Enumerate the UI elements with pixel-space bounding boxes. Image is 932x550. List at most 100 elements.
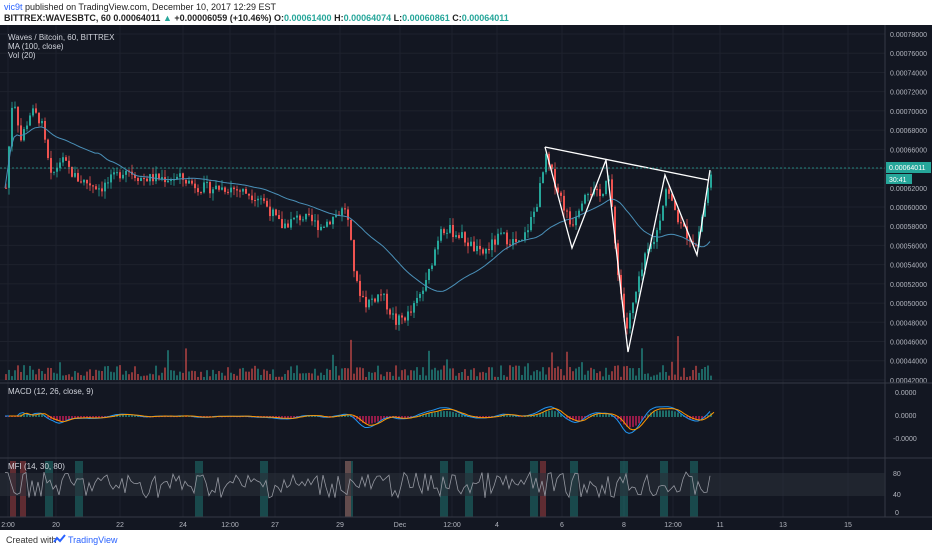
candle-body[interactable] bbox=[296, 215, 298, 218]
candle-body[interactable] bbox=[161, 177, 163, 180]
candle-body[interactable] bbox=[554, 168, 556, 188]
candle-body[interactable] bbox=[404, 317, 406, 321]
candle-body[interactable] bbox=[11, 107, 13, 147]
candle-body[interactable] bbox=[563, 195, 565, 211]
chart-area[interactable]: Waves / Bitcoin, 60, BITTREX MA (100, cl… bbox=[0, 25, 932, 530]
candle-body[interactable] bbox=[461, 232, 463, 239]
candle-body[interactable] bbox=[245, 188, 247, 194]
candle-body[interactable] bbox=[467, 242, 469, 247]
candle-body[interactable] bbox=[587, 194, 589, 196]
candle-body[interactable] bbox=[272, 209, 274, 217]
candle-body[interactable] bbox=[62, 157, 64, 163]
candle-body[interactable] bbox=[371, 298, 373, 300]
candle-body[interactable] bbox=[584, 194, 586, 204]
candle-body[interactable] bbox=[503, 232, 505, 234]
candle-body[interactable] bbox=[464, 232, 466, 243]
candle-body[interactable] bbox=[281, 219, 283, 229]
candle-body[interactable] bbox=[542, 172, 544, 184]
candle-body[interactable] bbox=[209, 182, 211, 194]
candle-body[interactable] bbox=[518, 240, 520, 242]
author-link[interactable]: vic9t bbox=[4, 2, 23, 12]
candle-body[interactable] bbox=[452, 224, 454, 238]
candle-body[interactable] bbox=[656, 230, 658, 242]
candle-body[interactable] bbox=[41, 121, 43, 124]
candle-body[interactable] bbox=[53, 171, 55, 173]
candle-body[interactable] bbox=[59, 162, 61, 168]
candle-body[interactable] bbox=[299, 215, 301, 221]
candle-body[interactable] bbox=[260, 198, 262, 200]
candle-body[interactable] bbox=[533, 211, 535, 217]
candle-body[interactable] bbox=[374, 298, 376, 302]
candle-body[interactable] bbox=[233, 187, 235, 190]
candle-body[interactable] bbox=[143, 178, 145, 180]
candle-body[interactable] bbox=[122, 174, 124, 179]
candle-body[interactable] bbox=[368, 299, 370, 308]
candle-body[interactable] bbox=[65, 157, 67, 161]
candle-body[interactable] bbox=[77, 173, 79, 182]
candle-body[interactable] bbox=[575, 217, 577, 226]
candle-body[interactable] bbox=[107, 182, 109, 184]
candle-body[interactable] bbox=[155, 173, 157, 182]
candle-body[interactable] bbox=[305, 213, 307, 220]
candle-body[interactable] bbox=[569, 211, 571, 225]
candle-body[interactable] bbox=[671, 193, 673, 201]
candle-body[interactable] bbox=[176, 176, 178, 180]
candle-body[interactable] bbox=[686, 226, 688, 239]
candle-body[interactable] bbox=[566, 210, 568, 212]
candle-body[interactable] bbox=[386, 293, 388, 310]
candle-body[interactable] bbox=[407, 311, 409, 321]
candle-body[interactable] bbox=[398, 315, 400, 325]
candle-body[interactable] bbox=[308, 213, 310, 215]
candle-body[interactable] bbox=[680, 222, 682, 224]
candle-body[interactable] bbox=[662, 205, 664, 221]
candle-body[interactable] bbox=[50, 158, 52, 173]
candle-body[interactable] bbox=[191, 180, 193, 184]
candle-body[interactable] bbox=[635, 291, 637, 303]
candle-body[interactable] bbox=[623, 293, 625, 318]
candle-body[interactable] bbox=[506, 232, 508, 245]
candle-body[interactable] bbox=[653, 241, 655, 245]
candle-body[interactable] bbox=[689, 238, 691, 242]
candle-body[interactable] bbox=[359, 280, 361, 296]
candle-body[interactable] bbox=[458, 235, 460, 239]
candle-body[interactable] bbox=[320, 226, 322, 231]
candle-body[interactable] bbox=[326, 221, 328, 227]
candle-body[interactable] bbox=[377, 294, 379, 302]
candle-body[interactable] bbox=[323, 226, 325, 228]
candle-body[interactable] bbox=[473, 241, 475, 252]
candle-body[interactable] bbox=[626, 317, 628, 329]
candle-body[interactable] bbox=[311, 214, 313, 222]
candle-body[interactable] bbox=[68, 160, 70, 167]
candle-body[interactable] bbox=[347, 209, 349, 220]
candle-body[interactable] bbox=[263, 198, 265, 201]
candle-body[interactable] bbox=[524, 232, 526, 240]
candle-body[interactable] bbox=[644, 253, 646, 270]
candle-body[interactable] bbox=[125, 170, 127, 175]
candle-body[interactable] bbox=[203, 182, 205, 193]
candle-body[interactable] bbox=[197, 188, 199, 193]
candle-body[interactable] bbox=[380, 294, 382, 296]
candle-body[interactable] bbox=[254, 200, 256, 202]
candle-body[interactable] bbox=[344, 208, 346, 210]
candle-body[interactable] bbox=[113, 172, 115, 175]
candle-body[interactable] bbox=[290, 219, 292, 228]
candle-body[interactable] bbox=[101, 188, 103, 192]
candle-body[interactable] bbox=[497, 233, 499, 245]
candle-body[interactable] bbox=[485, 248, 487, 254]
candle-body[interactable] bbox=[668, 189, 670, 194]
candle-body[interactable] bbox=[659, 220, 661, 231]
candle-body[interactable] bbox=[356, 271, 358, 281]
candle-body[interactable] bbox=[293, 217, 295, 220]
candle-body[interactable] bbox=[14, 106, 16, 108]
candle-body[interactable] bbox=[521, 239, 523, 241]
candle-body[interactable] bbox=[491, 239, 493, 251]
chart-svg[interactable]: Waves / Bitcoin, 60, BITTREX MA (100, cl… bbox=[0, 25, 932, 530]
candle-body[interactable] bbox=[602, 194, 604, 197]
candle-body[interactable] bbox=[629, 313, 631, 329]
candle-body[interactable] bbox=[455, 235, 457, 238]
candle-body[interactable] bbox=[527, 230, 529, 233]
candle-body[interactable] bbox=[422, 290, 424, 294]
candle-body[interactable] bbox=[611, 179, 613, 207]
candle-body[interactable] bbox=[119, 172, 121, 179]
time-axis[interactable]: 2:00 20 22 24 12:00 27 29 Dec 12:00 4 6 8 12:00 11 13 1… bbox=[1, 522, 852, 529]
